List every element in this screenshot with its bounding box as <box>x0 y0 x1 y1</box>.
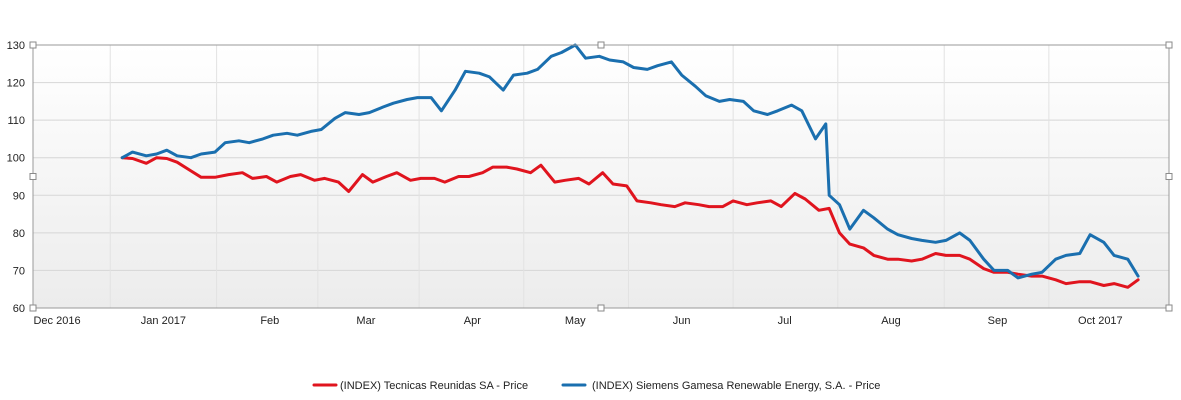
resize-handle[interactable] <box>1165 173 1173 180</box>
x-tick-label: Sep <box>988 315 1008 327</box>
resize-handle[interactable] <box>1165 304 1173 312</box>
x-tick-label: Jun <box>673 315 691 327</box>
series-line-1[interactable] <box>120 156 1140 289</box>
resize-handle[interactable] <box>597 304 605 312</box>
y-tick-label: 90 <box>13 190 25 202</box>
x-tick-label: Apr <box>464 315 481 327</box>
legend-label[interactable]: (INDEX) Siemens Gamesa Renewable Energy,… <box>592 380 880 392</box>
y-tick-label: 70 <box>13 265 25 277</box>
x-tick-label: Dec 2016 <box>33 315 80 327</box>
x-axis-ticks: Dec 2016 Jan 2017 Feb Mar Apr May Jun Jul Aug Sep… <box>33 315 1122 327</box>
resize-handle[interactable] <box>29 304 37 312</box>
x-tick-label: Mar <box>356 315 375 327</box>
legend-label[interactable]: (INDEX) Tecnicas Reunidas SA - Price <box>340 380 528 392</box>
resize-handle[interactable] <box>29 41 37 49</box>
x-tick-label: Oct 2017 <box>1078 315 1123 327</box>
resize-handle[interactable] <box>597 41 605 49</box>
resize-handle[interactable] <box>29 173 37 180</box>
y-tick-label: 130 <box>7 40 25 52</box>
resize-handle[interactable] <box>1165 41 1173 49</box>
y-tick-label: 120 <box>7 78 25 90</box>
series-line-2[interactable] <box>120 43 1140 280</box>
legend[interactable]: (INDEX) Tecnicas Reunidas SA - Price (IND… <box>312 380 880 392</box>
resize-handles[interactable] <box>29 41 1173 312</box>
x-tick-label: May <box>565 315 586 327</box>
y-tick-label: 110 <box>7 115 25 127</box>
y-tick-label: 60 <box>13 303 25 315</box>
x-tick-label: Feb <box>260 315 279 327</box>
series-lines <box>120 43 1140 289</box>
y-tick-label: 80 <box>13 228 25 240</box>
x-tick-label: Aug <box>881 315 901 327</box>
y-tick-label: 100 <box>7 153 25 165</box>
x-tick-label: Jan 2017 <box>141 315 186 327</box>
x-tick-label: Jul <box>778 315 792 327</box>
y-axis-ticks: 60 70 80 90 100 110 120 130 <box>7 40 25 315</box>
